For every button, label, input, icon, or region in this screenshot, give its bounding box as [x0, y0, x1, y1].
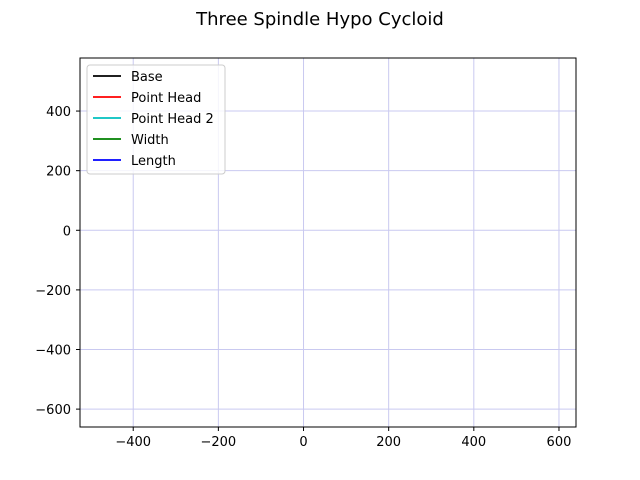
x-tick-label: −200: [201, 435, 237, 450]
x-tick-label: 0: [299, 435, 307, 450]
legend-label: Width: [131, 133, 169, 148]
x-tick-label: 200: [376, 435, 401, 450]
x-tick-label: −400: [115, 435, 151, 450]
y-tick-label: −400: [35, 344, 71, 359]
legend-label: Base: [131, 70, 163, 85]
y-tick-label: −600: [35, 403, 71, 418]
legend-label: Length: [131, 154, 176, 169]
plot-frame: [79, 57, 577, 428]
y-tick-label: 400: [46, 105, 71, 120]
legend-label: Point Head: [131, 91, 201, 106]
x-axis: −400 −200 0 200 400 600: [115, 427, 571, 450]
x-tick-label: 400: [461, 435, 486, 450]
y-tick-label: −200: [35, 284, 71, 299]
y-tick-label: 200: [46, 165, 71, 180]
legend-label: Point Head 2: [131, 112, 214, 127]
chart-title: Three Spindle Hypo Cycloid: [195, 9, 444, 30]
x-tick-label: 600: [547, 435, 572, 450]
legend-box: [86, 64, 226, 175]
legend: Base Point Head Point Head 2 Width Length: [86, 64, 226, 175]
y-tick-label: 0: [63, 224, 71, 239]
y-axis: 400 200 0 −200 −400 −600: [35, 105, 80, 418]
